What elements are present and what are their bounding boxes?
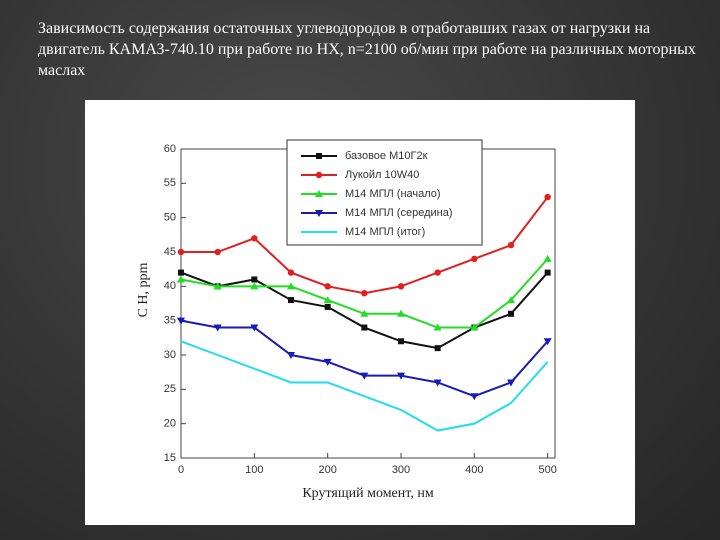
legend-label: М14 МПЛ (начало) [345,188,441,200]
y-tick-label: 25 [164,383,176,395]
point [250,282,259,290]
point [213,324,222,332]
point [178,269,184,276]
x-tick-label: 0 [178,464,184,476]
point [397,372,405,380]
point [177,275,185,283]
legend-marker [315,190,323,197]
point [323,358,332,366]
point [470,393,479,401]
point [434,269,441,276]
point [287,282,295,290]
legend-marker [315,210,323,217]
x-tick-label: 400 [465,464,483,476]
point [360,309,369,317]
point [288,297,294,304]
legend-label: базовое М10Г2к [345,150,428,162]
point [507,379,515,387]
point [287,269,295,276]
point [397,283,405,290]
point [287,352,295,359]
y-tick-label: 60 [164,143,176,155]
point [433,323,442,331]
point [213,282,222,290]
legend-marker [316,153,322,159]
legend-label: М14 МПЛ (итог) [345,226,425,238]
point [361,290,368,297]
y-tick-label: 45 [164,246,176,258]
x-tick-label: 500 [538,464,556,476]
y-tick-label: 55 [164,177,176,189]
y-axis-label: C H, ppm [136,262,151,317]
point [507,296,515,304]
point [360,372,369,380]
legend-label: Лукойл 10W40 [345,169,419,181]
point [544,269,551,276]
y-tick-label: 50 [164,212,176,224]
legend-marker [315,171,323,179]
legend-label: М14 МПЛ (середина) [345,207,453,219]
point [507,241,515,249]
point [250,324,259,332]
point [324,303,331,310]
point [177,248,185,256]
point [471,255,478,263]
y-tick-label: 35 [164,315,176,327]
point [324,283,331,290]
x-tick-label: 300 [392,464,410,476]
x-tick-label: 200 [318,464,336,476]
x-tick-label: 100 [245,464,263,476]
point [543,254,552,262]
point [543,338,552,346]
point [361,324,368,331]
series-line [180,340,549,432]
point [251,276,258,283]
point [214,248,221,256]
point [323,296,332,304]
point [434,345,441,352]
y-tick-label: 20 [164,418,176,430]
y-tick-label: 15 [164,452,176,464]
x-axis-label: Крутящий момент, нм [302,486,434,501]
point [544,193,551,201]
point [177,317,185,325]
point [398,338,404,345]
point [397,309,405,317]
slide-title: Зависимость содержания остаточных углево… [38,20,696,79]
y-tick-label: 40 [164,280,176,292]
point [433,379,442,387]
point [508,310,514,317]
point [470,323,479,331]
y-tick-label: 30 [164,349,176,361]
point [251,235,258,242]
